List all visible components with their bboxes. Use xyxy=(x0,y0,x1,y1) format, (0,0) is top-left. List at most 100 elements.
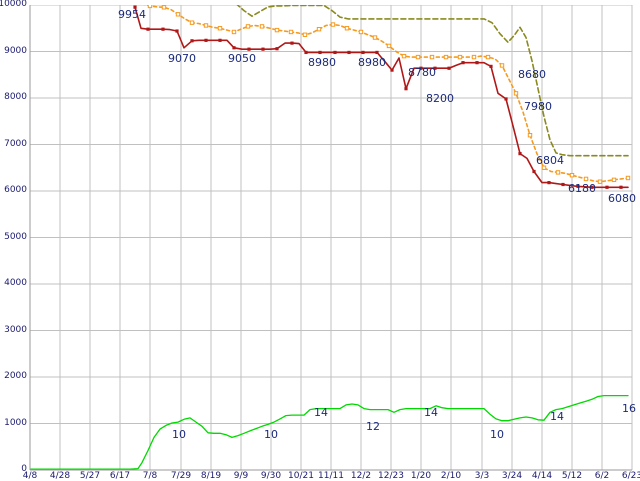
x-tick-label: 6/23 xyxy=(621,471,640,481)
series-marker xyxy=(344,26,350,31)
y-tick-label: 2000 xyxy=(4,371,27,381)
x-tick-label: 5/12 xyxy=(561,471,583,481)
series-layer xyxy=(29,0,631,470)
series-marker xyxy=(419,66,423,70)
x-tick-label: 3/24 xyxy=(501,471,523,481)
series-marker xyxy=(330,22,336,27)
series-marker xyxy=(499,63,505,68)
series-marker xyxy=(429,54,435,60)
data-point-label: 6080 xyxy=(608,192,636,205)
x-tick-label: 5/27 xyxy=(79,471,101,481)
data-point-label: 14 xyxy=(314,406,328,419)
left-clip-mask xyxy=(0,0,30,480)
series-marker xyxy=(190,39,194,43)
x-tick-label: 8/19 xyxy=(200,471,222,481)
series-marker xyxy=(302,32,308,37)
series-marker xyxy=(290,41,294,45)
series-marker xyxy=(161,5,167,10)
data-point-label: 10 xyxy=(490,428,504,441)
data-point-label: 8780 xyxy=(408,66,436,79)
data-point-label: 6180 xyxy=(568,182,596,195)
series-line-orange xyxy=(135,1,629,183)
data-point-label: 14 xyxy=(550,410,564,423)
data-point-label: 9070 xyxy=(168,52,196,65)
series-marker xyxy=(471,54,477,60)
series-marker xyxy=(133,5,137,9)
series-marker xyxy=(513,91,519,96)
y-tick-label: 6000 xyxy=(4,185,27,195)
x-tick-label: 2/10 xyxy=(440,471,462,481)
x-tick-label: 12/2 xyxy=(350,471,372,481)
series-marker xyxy=(203,23,209,28)
series-marker xyxy=(576,184,580,188)
series-marker xyxy=(475,61,479,65)
series-marker xyxy=(611,177,617,183)
series-marker xyxy=(489,64,493,68)
x-tick-label: 4/28 xyxy=(49,471,71,481)
series-marker xyxy=(590,185,594,189)
series-marker xyxy=(625,175,631,181)
series-marker xyxy=(433,66,437,70)
series-marker xyxy=(461,61,465,65)
series-marker xyxy=(217,26,223,31)
series-marker xyxy=(358,29,364,35)
series-marker xyxy=(318,50,322,55)
x-tick-label: 7/8 xyxy=(142,471,158,481)
series-marker xyxy=(415,54,421,60)
series-marker xyxy=(518,152,522,156)
series-marker xyxy=(443,54,449,60)
data-point-label: 7980 xyxy=(524,100,552,113)
series-marker xyxy=(175,12,181,17)
y-tick-label: 8000 xyxy=(4,92,27,102)
x-tick-label: 1/20 xyxy=(410,471,432,481)
x-tick-label: 9/9 xyxy=(233,471,249,481)
series-marker xyxy=(146,27,150,31)
series-marker xyxy=(247,47,251,51)
series-marker xyxy=(161,27,165,31)
series-marker xyxy=(274,27,280,33)
series-marker xyxy=(204,38,208,42)
series-marker xyxy=(375,50,379,55)
y-tick-label: 10000 xyxy=(0,0,27,9)
series-line-green xyxy=(29,394,629,470)
series-marker xyxy=(404,87,408,91)
series-marker xyxy=(218,38,222,42)
x-tick-label: 7/29 xyxy=(170,471,192,481)
x-tick-label: 9/30 xyxy=(260,471,282,481)
series-marker xyxy=(447,66,451,70)
series-marker xyxy=(347,50,351,55)
data-point-label: 8200 xyxy=(426,92,454,105)
series-marker xyxy=(555,170,561,175)
series-marker xyxy=(231,29,237,35)
series-marker xyxy=(259,24,265,29)
series-marker xyxy=(527,133,533,138)
series-marker xyxy=(532,169,536,174)
data-point-label: 6804 xyxy=(536,154,564,167)
x-tick-label: 12/23 xyxy=(378,471,404,481)
y-tick-label: 4000 xyxy=(4,278,27,288)
data-point-label: 10 xyxy=(172,428,186,441)
y-tick-label: 7000 xyxy=(4,138,27,149)
series-marker xyxy=(275,47,279,51)
data-point-label: 8980 xyxy=(358,56,386,69)
x-tick-label: 4/8 xyxy=(22,471,38,481)
series-marker xyxy=(245,24,251,29)
data-point-label: 14 xyxy=(424,406,438,419)
x-tick-label: 4/14 xyxy=(531,471,553,481)
data-point-label: 16 xyxy=(622,402,636,415)
x-tick-label: 6/17 xyxy=(109,471,131,481)
series-marker xyxy=(304,50,308,55)
series-marker xyxy=(504,97,508,101)
top-clip-mask xyxy=(0,0,640,5)
series-marker xyxy=(390,68,394,72)
series-marker xyxy=(541,165,547,170)
series-marker xyxy=(316,26,322,32)
y-tick-label: 0 xyxy=(21,464,27,474)
series-marker xyxy=(372,35,378,40)
data-point-label: 9954 xyxy=(118,8,146,21)
data-point-label: 9050 xyxy=(228,52,256,65)
series-marker xyxy=(386,43,392,49)
